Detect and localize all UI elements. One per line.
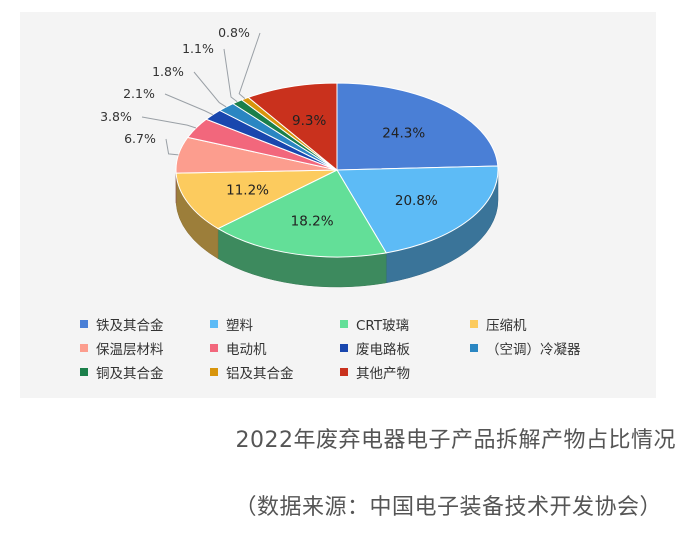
legend-label: 保温层材料 <box>96 342 164 358</box>
legend-swatch <box>470 344 478 352</box>
legend-swatch <box>210 320 218 328</box>
legend-swatch <box>340 368 348 376</box>
legend-label: 铜及其合金 <box>96 366 164 382</box>
pie-data-labels: 24.3% 20.8% 18.2% 11.2% 6.7% 3.8% 2.1% 1.8% 1.1%… <box>100 25 438 229</box>
chart-legend: 铁及其合金 塑料 CRT玻璃 压缩机保温层材料 电动机 废电路板 （空调）冷凝器铜及其合金 铝… <box>80 315 650 382</box>
chart-panel: 24.3% 20.8% 18.2% 11.2% 6.7% 3.8% 2.1% 1.8% 1.1%… <box>20 12 656 398</box>
legend-item: 铝及其合金 <box>210 363 340 382</box>
legend-label: 铁及其合金 <box>96 318 164 334</box>
legend-label: （空调）冷凝器 <box>486 342 581 358</box>
legend-swatch <box>340 320 348 328</box>
leader-line-废电路板 <box>164 93 213 116</box>
data-label-压缩机: 11.2% <box>226 183 269 199</box>
leader-line-铝及其合金 <box>238 32 261 100</box>
data-label-铝及其合金: 0.8% <box>218 25 250 40</box>
legend-label: 其他产物 <box>356 366 410 382</box>
leader-line-电动机 <box>141 116 197 129</box>
legend-swatch <box>210 368 218 376</box>
pie-top-faces <box>175 82 499 258</box>
leader-line-保温层材料 <box>165 138 179 156</box>
pie-slice-压缩机 <box>175 169 338 230</box>
pie-slice-塑料 <box>336 165 499 254</box>
pie-slice-其他产物 <box>247 82 338 172</box>
data-label-铁及其合金: 24.3% <box>382 125 425 141</box>
pie-slice-CRT玻璃 <box>216 169 388 258</box>
pie-side-walls <box>175 169 499 288</box>
legend-label: 压缩机 <box>486 318 527 334</box>
legend-swatch <box>470 320 478 328</box>
legend-item: 铁及其合金 <box>80 315 210 334</box>
legend-swatch <box>80 320 88 328</box>
legend-item: 塑料 <box>210 315 340 334</box>
legend-swatch <box>210 344 218 352</box>
legend-swatch <box>80 344 88 352</box>
data-label-塑料: 20.8% <box>395 193 438 209</box>
legend-item: 其他产物 <box>340 363 470 382</box>
legend-item: （空调）冷凝器 <box>470 339 640 358</box>
legend-item: 电动机 <box>210 339 340 358</box>
legend-item: 废电路板 <box>340 339 470 358</box>
legend-label: 铝及其合金 <box>226 366 294 382</box>
pie-chart: 24.3% 20.8% 18.2% 11.2% 6.7% 3.8% 2.1% 1.8% 1.1%… <box>100 25 499 288</box>
data-label-保温层材料: 6.7% <box>124 131 156 146</box>
legend-item: 压缩机 <box>470 315 640 334</box>
legend-label: 电动机 <box>226 342 267 358</box>
leader-line-（空调）冷凝器 <box>193 71 227 108</box>
data-label-CRT玻璃: 18.2% <box>291 213 334 229</box>
caption-title: 2022年废弃电器电子产品拆解产物占比情况 <box>235 428 676 453</box>
legend-label: 废电路板 <box>356 342 410 358</box>
legend-swatch <box>340 344 348 352</box>
data-label-废电路板: 2.1% <box>123 86 155 101</box>
pie-slice-铁及其合金 <box>336 82 499 171</box>
legend-item: 保温层材料 <box>80 339 210 358</box>
data-label-电动机: 3.8% <box>100 109 132 124</box>
legend-item: CRT玻璃 <box>340 315 470 334</box>
data-label-（空调）冷凝器: 1.8% <box>152 64 184 79</box>
caption-source: （数据来源：中国电子装备技术开发协会） <box>234 495 662 520</box>
legend-item: 铜及其合金 <box>80 363 210 382</box>
leader-line-铜及其合金 <box>223 48 238 103</box>
legend-label: 塑料 <box>226 318 253 334</box>
data-label-其他产物: 9.3% <box>292 113 326 129</box>
legend-label: CRT玻璃 <box>356 318 410 334</box>
data-label-铜及其合金: 1.1% <box>182 41 214 56</box>
legend-swatch <box>80 368 88 376</box>
